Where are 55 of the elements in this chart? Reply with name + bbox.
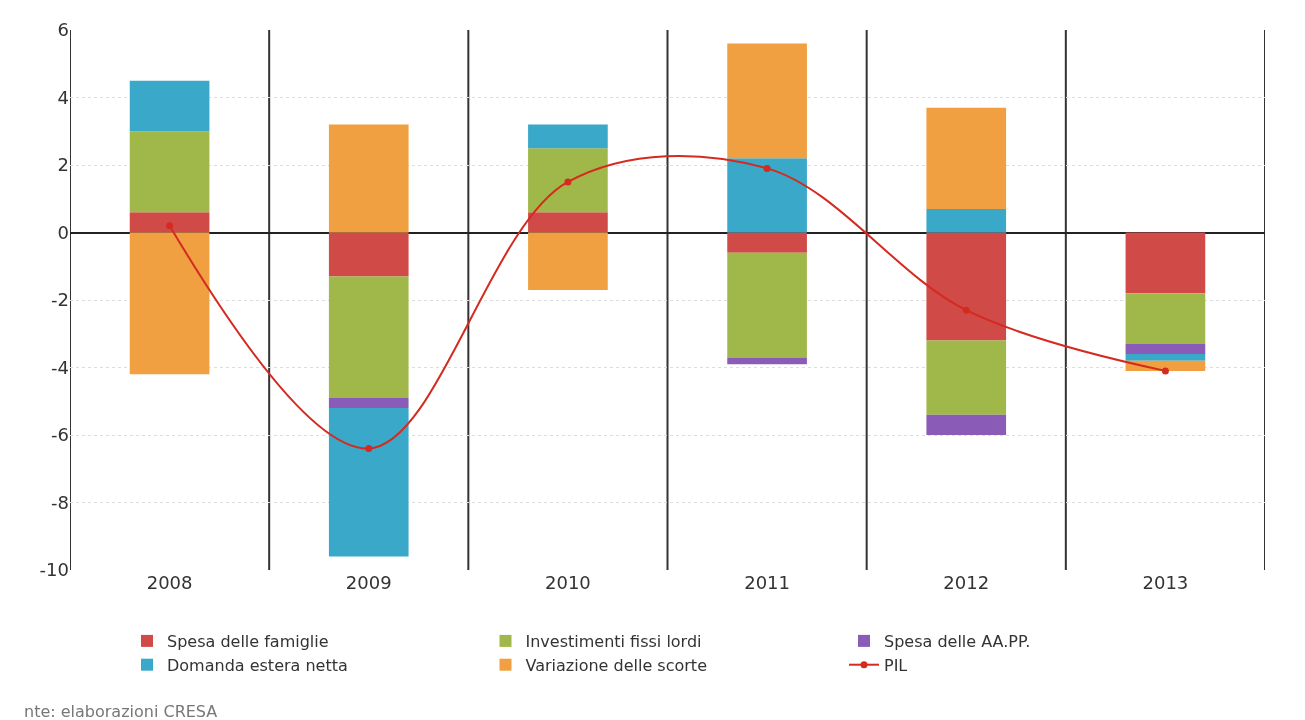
bar [129,232,210,375]
bar [528,148,608,213]
x-tick-label: 2008 [146,572,193,593]
bar [328,276,409,398]
y-tick-label: -2 [51,289,69,311]
x-tick-label: 2009 [345,572,392,593]
point [1161,367,1169,375]
bar [727,232,807,253]
legend-label: Investimenti fissi lordi [525,632,702,652]
legend-label: PIL [884,655,908,675]
y-tick-label: -8 [51,491,69,513]
legend-label: Domanda estera netta [167,655,348,675]
text: nte: elaborazioni CRESA [24,702,218,720]
bar [129,212,210,233]
bar [129,131,210,213]
y-tick-label: -4 [51,356,69,378]
bar [528,232,608,290]
point [166,222,174,230]
bar [727,43,807,159]
bar [926,232,1007,341]
bar [528,124,608,149]
x-tick-label: 2013 [1142,572,1189,593]
bar [1125,343,1206,354]
legend-label: Spesa delle famiglie [167,632,329,652]
y-tick-label: 0 [57,221,69,243]
point [365,445,373,452]
y-tick-label: 4 [57,86,69,108]
bar [926,340,1007,415]
point [564,178,572,186]
bar [926,208,1007,233]
point [763,164,771,172]
x-tick-label: 2012 [943,572,990,593]
y-tick-label: 2 [57,154,69,176]
bar [727,357,807,365]
bar [328,408,409,557]
bar [1125,293,1206,344]
bar [1125,354,1206,361]
bar [129,80,210,132]
legend-label: Spesa delle AA.PP. [884,632,1031,652]
bar [328,124,409,233]
bar [528,212,608,233]
bar [926,414,1007,435]
x-tick-label: 2011 [744,572,790,593]
bar [1125,232,1206,294]
x-tick-label: 2010 [545,572,591,593]
bar [727,252,807,358]
bar [328,232,409,277]
bar [328,397,409,408]
y-tick-label: 6 [57,19,69,41]
bar [926,107,1007,209]
bar [727,158,807,233]
y-tick-label: -10 [39,559,69,581]
point [962,306,970,314]
y-tick-label: -6 [51,424,69,446]
legend-label: Variazione delle scorte [525,655,707,675]
